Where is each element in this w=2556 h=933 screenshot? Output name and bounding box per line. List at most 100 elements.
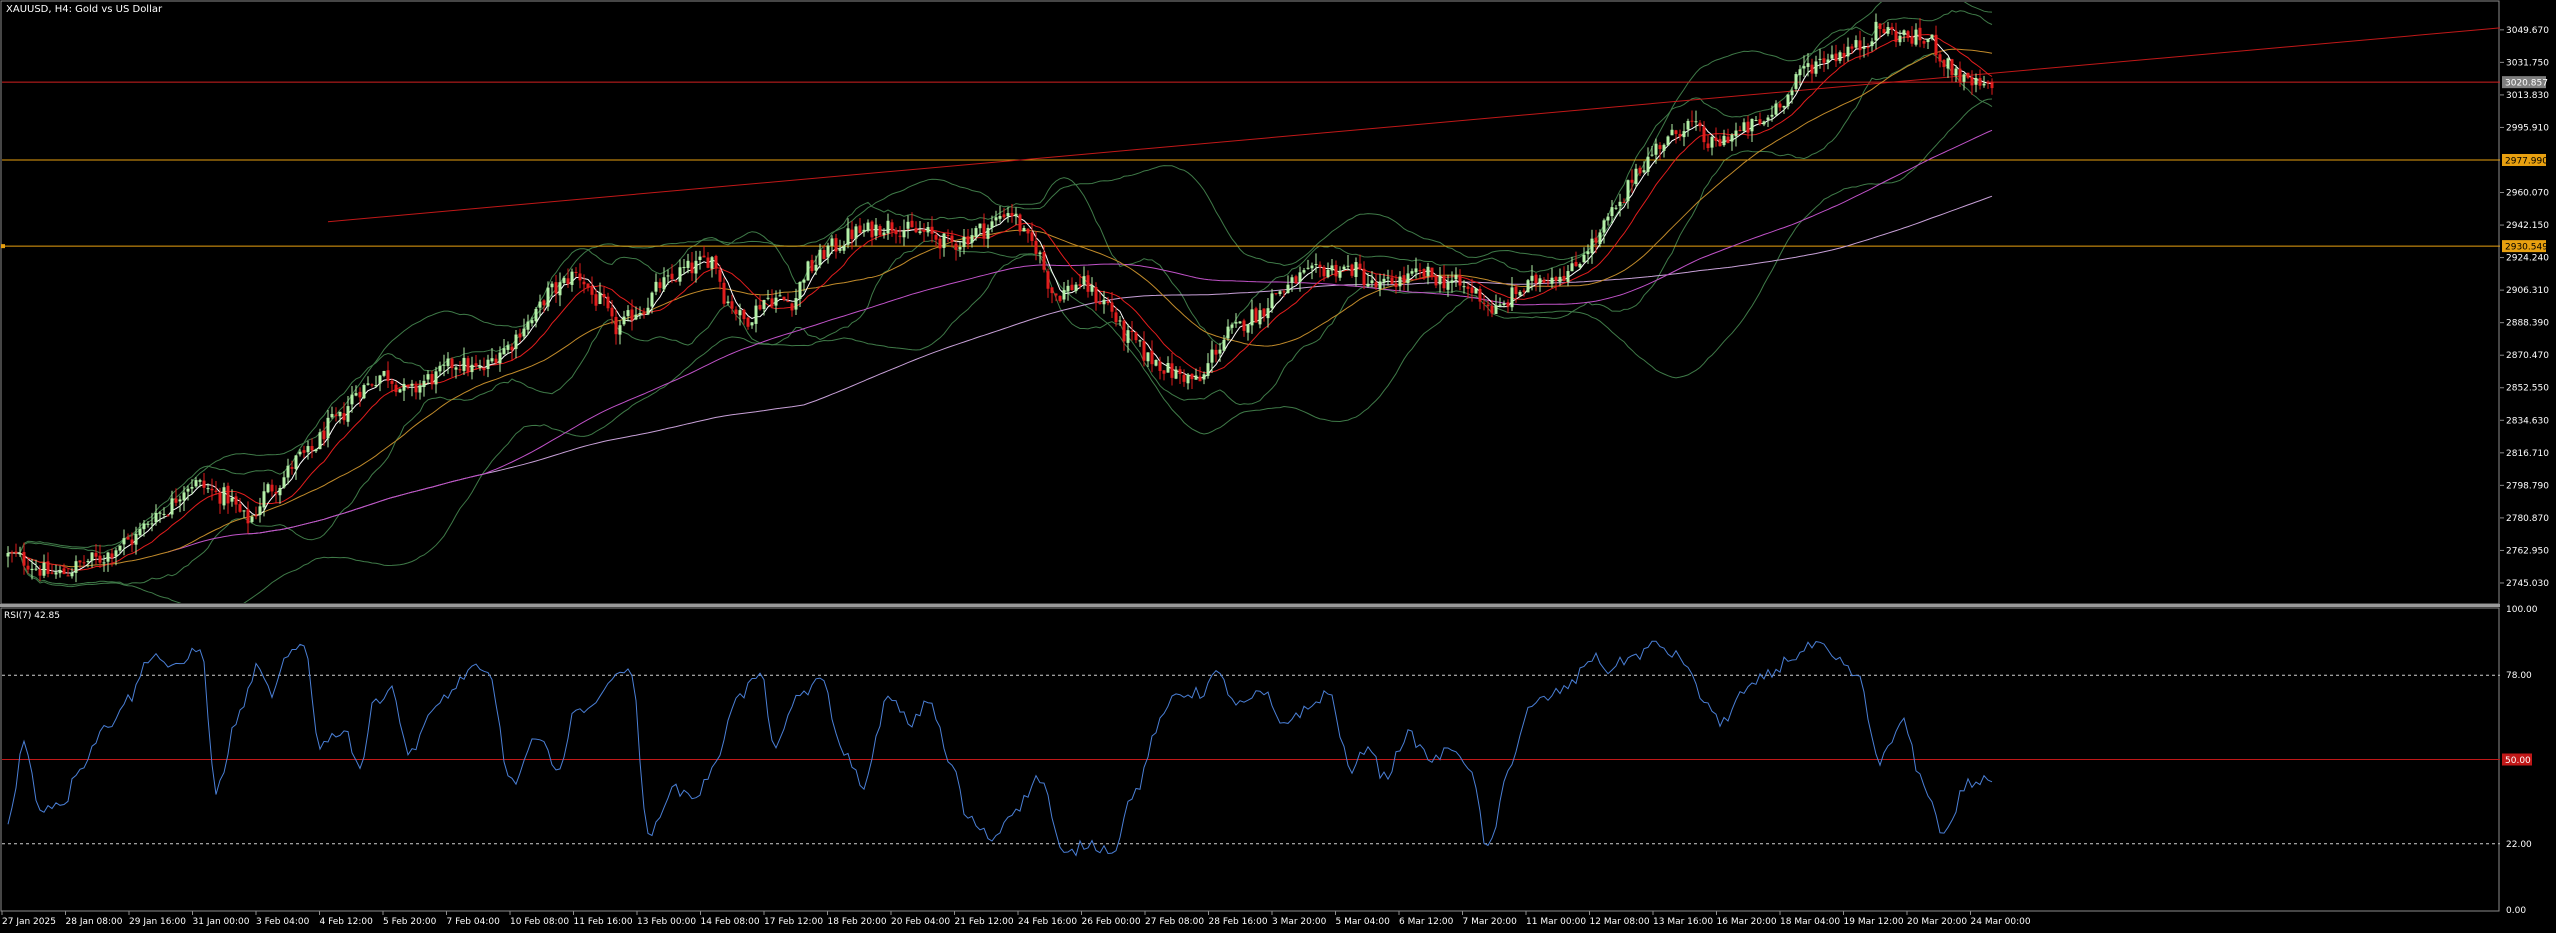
candle xyxy=(1114,307,1118,327)
time-axis-label: 28 Jan 08:00 xyxy=(66,917,123,927)
candle xyxy=(682,258,686,275)
candle xyxy=(1646,147,1650,176)
candle xyxy=(1346,254,1350,271)
candle xyxy=(174,488,178,507)
candle xyxy=(1242,318,1246,337)
candle xyxy=(242,510,246,519)
candle xyxy=(850,221,854,250)
candle xyxy=(1890,22,1894,35)
candle xyxy=(1266,298,1270,328)
time-axis-label: 7 Feb 04:00 xyxy=(447,917,501,927)
candle xyxy=(1146,352,1150,367)
candle xyxy=(194,477,198,488)
candle xyxy=(1970,70,1974,95)
candle xyxy=(986,224,990,249)
candle xyxy=(1602,218,1606,244)
price-axis-label: 2780.870 xyxy=(2506,514,2549,524)
candle xyxy=(1086,270,1090,298)
candle xyxy=(402,378,406,401)
price-axis-label: 2995.910 xyxy=(2506,123,2549,133)
time-axis-label: 26 Feb 00:00 xyxy=(1082,917,1141,927)
candle xyxy=(1506,299,1510,313)
candle xyxy=(546,281,550,312)
candle xyxy=(498,346,502,372)
candle xyxy=(1402,266,1406,291)
price-axis-label: 2834.630 xyxy=(2506,416,2549,426)
candle xyxy=(462,347,466,376)
candle xyxy=(706,252,710,269)
candle xyxy=(1498,297,1502,307)
candle xyxy=(1786,94,1790,110)
horizontal-levels[interactable] xyxy=(2,81,2500,247)
time-axis-label: 19 Mar 12:00 xyxy=(1844,917,1904,927)
candle xyxy=(1926,38,1930,49)
rsi-axis-label: 22.00 xyxy=(2506,840,2532,850)
candle xyxy=(678,259,682,286)
candle xyxy=(1634,163,1638,188)
candle xyxy=(1718,135,1722,147)
candle xyxy=(118,545,122,555)
candle xyxy=(778,289,782,297)
candle xyxy=(914,221,918,234)
candle xyxy=(1354,257,1358,287)
candle xyxy=(870,220,874,246)
candle xyxy=(1642,161,1646,174)
candle xyxy=(1170,353,1174,386)
price-axis-label: 2745.030 xyxy=(2506,579,2549,589)
price-axis-label: 2942.150 xyxy=(2506,221,2549,231)
candle xyxy=(450,357,454,378)
candle xyxy=(146,521,150,528)
level-anchor-marker[interactable] xyxy=(1,244,5,249)
time-axis-label: 17 Feb 12:00 xyxy=(764,917,823,927)
candle xyxy=(202,473,206,495)
candle xyxy=(378,374,382,392)
candle xyxy=(234,493,238,514)
level-badge-1 xyxy=(2502,76,2546,89)
candle xyxy=(1002,208,1006,220)
candle xyxy=(114,547,118,566)
candle xyxy=(1314,253,1318,273)
candle xyxy=(1278,289,1282,297)
candle xyxy=(1358,254,1362,271)
price-axis-label: 2798.790 xyxy=(2506,481,2549,491)
candle xyxy=(362,383,366,400)
candle xyxy=(918,221,922,235)
candle xyxy=(1050,287,1054,304)
candle xyxy=(1338,266,1342,281)
candle xyxy=(622,310,626,327)
candle xyxy=(1542,277,1546,284)
candle xyxy=(866,219,870,233)
price-axis: 3049.670 3031.750 3013.830 2995.910 2960.070… xyxy=(2500,26,2549,916)
candle xyxy=(1606,213,1610,226)
candle xyxy=(514,330,518,359)
candle xyxy=(102,555,106,572)
candle xyxy=(222,482,226,510)
candle xyxy=(902,219,906,246)
candle xyxy=(278,485,282,504)
candle xyxy=(1018,213,1022,236)
candle xyxy=(494,354,498,365)
candle xyxy=(910,212,914,228)
candle xyxy=(1734,122,1738,147)
trendline-group[interactable] xyxy=(327,27,2501,223)
trendline[interactable] xyxy=(327,27,2501,223)
candle xyxy=(1838,50,1842,64)
candle xyxy=(1298,266,1302,292)
candle xyxy=(1386,269,1390,286)
candle xyxy=(286,458,290,485)
candle xyxy=(250,514,254,524)
candle xyxy=(1066,279,1070,301)
candle xyxy=(578,263,582,289)
candle xyxy=(1430,267,1434,280)
candle xyxy=(238,498,242,513)
candle xyxy=(1502,300,1506,308)
candle xyxy=(782,296,786,302)
candle xyxy=(1482,294,1486,311)
candle xyxy=(1190,373,1194,390)
candle xyxy=(1450,271,1454,293)
candle xyxy=(886,213,890,240)
candle xyxy=(1918,18,1922,48)
candle xyxy=(1162,370,1166,381)
